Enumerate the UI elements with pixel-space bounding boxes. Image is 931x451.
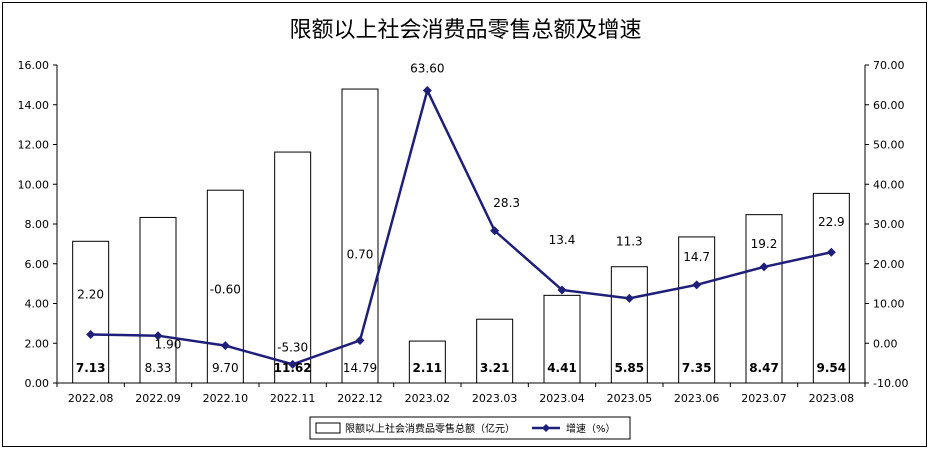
y-right-tick-label: 50.00	[873, 139, 905, 152]
legend-line-marker	[542, 424, 550, 432]
growth-marker	[86, 330, 96, 340]
chart-title: 限额以上社会消费品零售总额及增速	[289, 18, 642, 43]
growth-value-label: 19.2	[751, 237, 778, 251]
growth-value-label: -0.60	[210, 283, 241, 297]
legend-bar-label: 限额以上社会消费品零售总额（亿元）	[345, 422, 515, 435]
bar	[543, 294, 581, 384]
growth-marker	[624, 293, 634, 303]
y-right-tick-label: 40.00	[873, 178, 905, 191]
x-tick-label: 2023.06	[674, 392, 720, 405]
growth-marker	[288, 359, 298, 369]
growth-value-label: 28.3	[493, 196, 520, 210]
legend-bar-swatch	[315, 422, 341, 434]
bar-value-label: 3.21	[480, 361, 510, 375]
growth-marker	[759, 262, 769, 272]
x-tick-label: 2022.11	[270, 392, 316, 405]
bar	[139, 216, 177, 384]
bar-value-label: 7.35	[682, 361, 712, 375]
y-left-tick-label: 10.00	[18, 178, 50, 191]
bar	[745, 214, 783, 384]
x-tick-label: 2023.05	[607, 392, 653, 405]
x-tick-label: 2023.04	[539, 392, 585, 405]
growth-value-label: 2.20	[77, 288, 104, 302]
bar-value-label: 7.13	[76, 361, 106, 375]
growth-value-label: 63.60	[410, 61, 444, 75]
y-left-tick-label: 14.00	[18, 99, 50, 112]
growth-marker	[153, 331, 163, 341]
y-right-tick-label: 70.00	[873, 59, 905, 72]
growth-line	[90, 86, 832, 366]
bar	[678, 236, 716, 384]
y-right-tick-label: 20.00	[873, 258, 905, 271]
bar-value-label: 5.85	[615, 361, 645, 375]
x-tick-label: 2022.08	[68, 392, 114, 405]
x-tick-label: 2023.08	[809, 392, 855, 405]
growth-marker	[557, 285, 567, 295]
growth-value-label: 22.9	[818, 215, 845, 229]
growth-value-label: 11.3	[616, 234, 643, 248]
y-right-tick-label: 10.00	[873, 298, 905, 311]
growth-marker	[355, 335, 365, 345]
bar	[72, 240, 110, 384]
growth-value-label: 1.90	[155, 338, 182, 352]
bar-value-label: 8.47	[749, 361, 779, 375]
bar	[274, 151, 312, 384]
bar-value-label: 2.11	[413, 361, 443, 375]
y-left-tick-label: 2.00	[25, 337, 50, 350]
bar-value-label: 8.33	[145, 361, 172, 375]
x-tick-label: 2022.10	[203, 392, 249, 405]
y-right-tick-label: 30.00	[873, 218, 905, 231]
bar	[341, 88, 379, 384]
x-tick-label: 2023.07	[741, 392, 787, 405]
growth-marker	[490, 226, 500, 236]
bar-value-label: 9.70	[212, 361, 239, 375]
legend-box	[309, 416, 631, 440]
bar	[408, 340, 446, 384]
bar	[812, 192, 850, 384]
growth-value-label: 13.4	[549, 233, 576, 247]
bar-value-label: 14.79	[343, 361, 377, 375]
legend-line-label: 增速（%）	[566, 422, 616, 435]
growth-value-label: 14.7	[683, 250, 710, 264]
growth-marker	[220, 341, 230, 351]
bar-value-label: 9.54	[817, 361, 847, 375]
bar-value-label: 4.41	[547, 361, 577, 375]
x-tick-label: 2023.03	[472, 392, 518, 405]
bar	[476, 318, 514, 384]
bar-value-label: 11.62	[274, 361, 312, 375]
growth-marker	[826, 247, 836, 257]
y-right-tick-label: -10.00	[873, 377, 908, 390]
growth-value-label: -5.30	[277, 340, 308, 354]
bar	[206, 189, 244, 384]
growth-value-label: 0.70	[347, 247, 374, 261]
y-right-tick-label: 0.00	[873, 337, 898, 350]
x-tick-label: 2022.12	[337, 392, 383, 405]
y-left-tick-label: 0.00	[25, 377, 50, 390]
bar	[610, 266, 648, 384]
y-left-tick-label: 6.00	[25, 258, 50, 271]
growth-marker	[692, 280, 702, 290]
y-left-tick-label: 12.00	[18, 139, 50, 152]
y-left-tick-label: 16.00	[18, 59, 50, 72]
y-left-tick-label: 4.00	[25, 298, 50, 311]
y-left-tick-label: 8.00	[25, 218, 50, 231]
x-tick-label: 2023.02	[405, 392, 451, 405]
y-right-tick-label: 60.00	[873, 99, 905, 112]
x-tick-label: 2022.09	[135, 392, 181, 405]
growth-marker	[422, 85, 432, 95]
